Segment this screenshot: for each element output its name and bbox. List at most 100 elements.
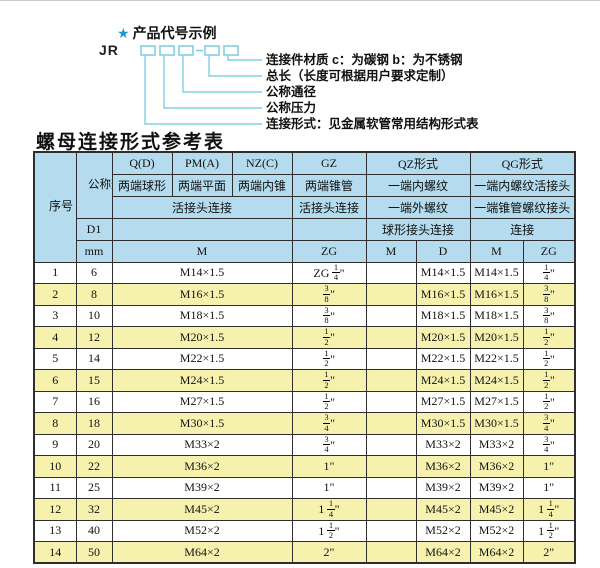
header-gz-desc: 两端锥管: [291, 173, 367, 197]
cell-qg-m: M22×1.5: [469, 347, 524, 370]
cell-qg-zg: 3 8 ": [522, 304, 576, 327]
header-col-gz: GZ: [291, 151, 367, 175]
cell-qg-zg: 1 1 2 ": [522, 519, 576, 542]
cell-qg-zg: 3 4 ": [522, 433, 576, 456]
cell-gz: 1 2 ": [291, 326, 367, 349]
cell-gz: 1 2 ": [291, 347, 367, 370]
cell-dn: 14: [75, 347, 113, 370]
table-row: 14 50 M64×2 2" M64×2 M64×2 2": [33, 541, 576, 564]
cell-seq: 1: [33, 261, 77, 284]
cell-qg-zg: 1 2 ": [522, 369, 576, 392]
cell-dn: 32: [75, 498, 113, 521]
cell-qz-d: M22×1.5: [415, 347, 471, 370]
cell-qg-m: M16×1.5: [469, 283, 524, 306]
cell-gz: 1 1 2 ": [291, 519, 367, 542]
star-icon: ★: [117, 25, 130, 41]
header-gz-conn: 活接头连接: [291, 195, 367, 219]
cell-dn: 10: [75, 304, 113, 327]
cell-qz-d: M18×1.5: [415, 304, 471, 327]
header-qz-conn: 球形接头连接: [365, 217, 471, 241]
header-qg-zg: ZG: [522, 239, 576, 263]
cell-qz-m: [365, 455, 417, 478]
table-row: 7 16 M27×1.5 1 2 " M27×1.5 M27×1.5 1 2 ": [33, 390, 576, 413]
cell-qz-m: [365, 412, 417, 435]
cell-qg-m: M36×2: [469, 455, 524, 478]
cell-seq: 14: [33, 541, 77, 564]
table-header: 序号 公称通径 Q(D) PM(A) NZ(C) GZ QZ形式 QG形式 两端…: [33, 151, 576, 263]
cell-qz-m: [365, 261, 417, 284]
code-prefix: JR: [99, 42, 119, 58]
header-dn: 公称通径: [75, 151, 113, 219]
cell-dn: 15: [75, 369, 113, 392]
cell-seq: 2: [33, 283, 77, 306]
cell-qz-m: [365, 476, 417, 499]
header-qz-m: M: [365, 239, 417, 263]
header-col-qz: QZ形式: [365, 151, 471, 175]
header-qz-d: D: [415, 239, 471, 263]
cell-qg-m: M24×1.5: [469, 369, 524, 392]
table-row: 12 32 M45×2 1 1 4 " M45×2 M45×2 1 1 4 ": [33, 498, 576, 521]
cell-qg-zg: 3 8 ": [522, 283, 576, 306]
header-zg: ZG: [291, 239, 367, 263]
cell-qg-m: M14×1.5: [469, 261, 524, 284]
header-qd-desc: 两端球形: [111, 173, 173, 197]
cell-m: M27×1.5: [111, 390, 293, 413]
code-label-diameter: 公称通径: [266, 85, 317, 99]
cell-m: M16×1.5: [111, 283, 293, 306]
table-row: 9 20 M33×2 3 4 " M33×2 M33×2 3 4 ": [33, 433, 576, 456]
table-row: 5 14 M22×1.5 1 2 " M22×1.5 M22×1.5 1 2 ": [33, 347, 576, 370]
cell-qz-m: [365, 390, 417, 413]
cell-m: M45×2: [111, 498, 293, 521]
cell-qz-m: [365, 519, 417, 542]
code-label-connection: 连接形式：见金属软管常用结构形式表: [266, 117, 479, 131]
cell-seq: 9: [33, 433, 77, 456]
cell-qg-m: M33×2: [469, 433, 524, 456]
cell-dn: 20: [75, 433, 113, 456]
header-seq: 序号: [33, 151, 77, 263]
cell-m: M33×2: [111, 433, 293, 456]
cell-qg-zg: 3 4 ": [522, 412, 576, 435]
header-nzc-desc: 两端内锥: [231, 173, 293, 197]
cell-m: M30×1.5: [111, 412, 293, 435]
cell-qz-d: M20×1.5: [415, 326, 471, 349]
cell-dn: 8: [75, 283, 113, 306]
cell-dn: 22: [75, 455, 113, 478]
table-row: 11 25 M39×2 1" M39×2 M39×2 1": [33, 476, 576, 499]
cell-gz: 1 1 4 ": [291, 498, 367, 521]
cell-seq: 7: [33, 390, 77, 413]
table-body: 1 6 M14×1.5 ZG 1 4 " M14×1.5 M14×1.5 1 4 " 2 8 M16×1.…: [33, 261, 576, 564]
cell-dn: 12: [75, 326, 113, 349]
cell-gz: 1 2 ": [291, 369, 367, 392]
cell-qz-m: [365, 283, 417, 306]
cell-seq: 5: [33, 347, 77, 370]
header-qg-m: M: [469, 239, 524, 263]
cell-qg-m: M18×1.5: [469, 304, 524, 327]
cell-qg-m: M64×2: [469, 541, 524, 564]
code-label-pressure: 公称压力: [266, 101, 317, 115]
header-blank-m: [111, 217, 293, 241]
cell-m: M36×2: [111, 455, 293, 478]
cell-qz-d: M30×1.5: [415, 412, 471, 435]
cell-qz-d: M39×2: [415, 476, 471, 499]
cell-qg-m: M27×1.5: [469, 390, 524, 413]
cell-qg-m: M20×1.5: [469, 326, 524, 349]
cell-qg-zg: 1 2 ": [522, 326, 576, 349]
product-code-heading: ★ 产品代号示例: [117, 23, 217, 43]
header-col-qd: Q(D): [111, 151, 173, 175]
cell-seq: 3: [33, 304, 77, 327]
cell-qz-m: [365, 433, 417, 456]
cell-qg-m: M52×2: [469, 519, 524, 542]
table-row: 1 6 M14×1.5 ZG 1 4 " M14×1.5 M14×1.5 1 4 ": [33, 261, 576, 284]
cell-m: M22×1.5: [111, 347, 293, 370]
product-code-heading-text: 产品代号示例: [132, 25, 217, 41]
table-row: 8 18 M30×1.5 3 4 " M30×1.5 M30×1.5 3 4 ": [33, 412, 576, 435]
